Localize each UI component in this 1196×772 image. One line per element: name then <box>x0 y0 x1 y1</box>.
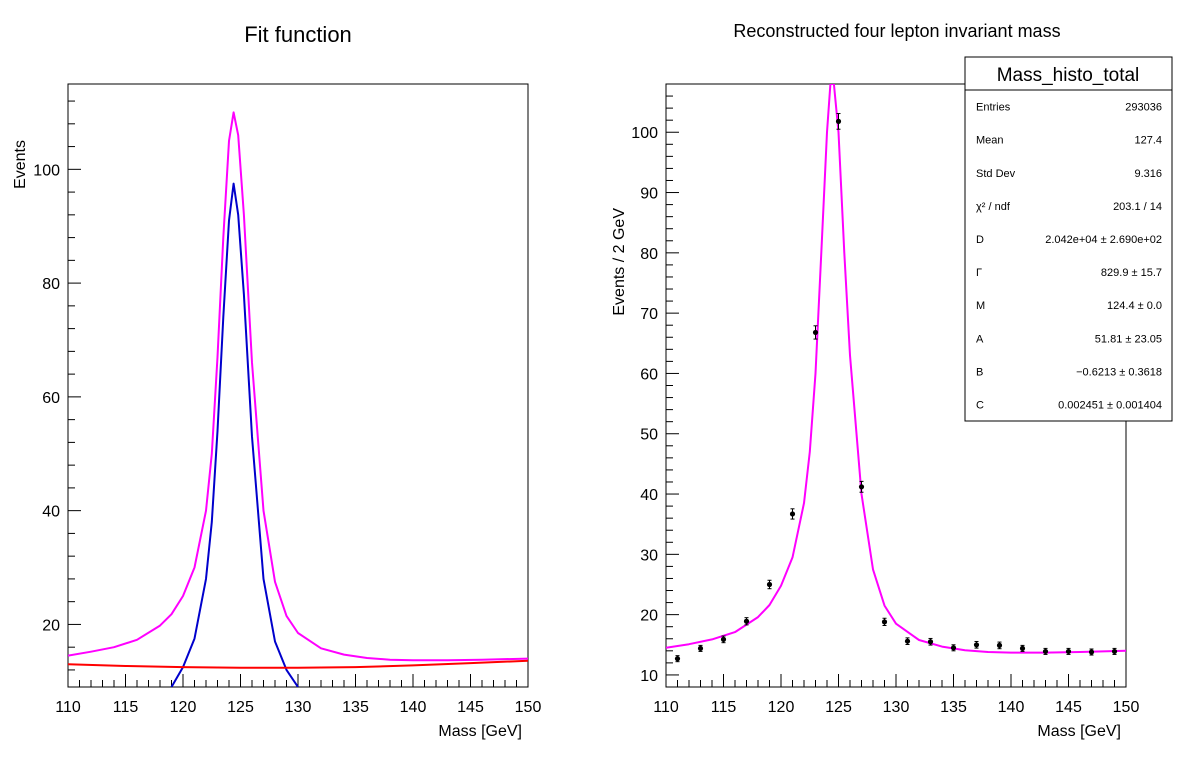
data-point <box>835 118 842 124</box>
stats-box: Mass_histo_total Entries 293036 Mean 127.4 S… <box>964 56 1173 422</box>
fit-curve <box>666 84 1126 654</box>
data-point <box>1111 648 1118 655</box>
data-point <box>766 581 773 588</box>
stats-row-label: Entries <box>976 102 1011 114</box>
plot-frame <box>67 83 529 688</box>
x-tick-label: 150 <box>515 699 542 716</box>
data-point <box>996 642 1003 648</box>
data-point <box>858 484 865 490</box>
x-axis-label: Mass [GeV] <box>1037 723 1121 740</box>
x-tick-label: 120 <box>170 699 197 716</box>
x-tick-label: 145 <box>457 699 484 716</box>
stats-row-label: B <box>976 366 983 378</box>
stats-row-value: 51.81 ± 23.05 <box>1095 333 1162 345</box>
x-tick-label: 135 <box>940 699 967 716</box>
stats-row-label: χ² / ndf <box>976 201 1011 213</box>
y-tick-label: 30 <box>640 547 658 564</box>
data-point <box>720 636 727 642</box>
x-tick-label: 130 <box>285 699 312 716</box>
data-point <box>1042 648 1049 655</box>
y-tick-label: 80 <box>640 246 658 263</box>
signal-curve <box>170 182 299 687</box>
chart-title: Fit function <box>244 22 352 47</box>
x-tick-label: 120 <box>768 699 795 716</box>
invariant-mass-panel: Reconstructed four lepton invariant mass… <box>611 21 1173 740</box>
y-tick-label: 60 <box>640 366 658 383</box>
stats-row-label: Std Dev <box>976 168 1016 180</box>
y-tick-label: 60 <box>42 390 60 407</box>
y-tick-label: 80 <box>42 276 60 293</box>
stats-row-value: 203.1 / 14 <box>1113 201 1162 213</box>
chart-title: Reconstructed four lepton invariant mass <box>733 21 1060 41</box>
y-tick-label: 50 <box>640 427 658 444</box>
x-tick-label: 130 <box>883 699 910 716</box>
data-point <box>789 511 796 517</box>
data-point <box>697 645 704 652</box>
x-tick-label: 140 <box>998 699 1025 716</box>
x-tick-label: 140 <box>400 699 427 716</box>
x-tick-label: 115 <box>711 699 737 716</box>
stats-row-value: 124.4 ± 0.0 <box>1107 300 1162 312</box>
y-tick-label: 10 <box>640 668 658 685</box>
data-point <box>881 619 888 625</box>
y-axis-label: Events / 2 GeV <box>611 208 628 316</box>
data-point <box>950 645 957 651</box>
fit-function-panel: Fit function 110 115 120 125 130 135 140 145 150… <box>12 22 541 740</box>
x-tick-label: 115 <box>113 699 139 716</box>
data-point <box>927 639 934 645</box>
stats-row-label: A <box>976 333 984 345</box>
stats-row-label: Γ <box>976 267 982 279</box>
data-point <box>674 656 681 662</box>
data-point <box>973 642 980 648</box>
y-tick-label: 40 <box>42 504 60 521</box>
y-tick-label: 70 <box>640 306 658 323</box>
y-tick-label: 100 <box>631 125 658 142</box>
x-tick-label: 150 <box>1113 699 1140 716</box>
x-tick-label: 145 <box>1055 699 1082 716</box>
y-tick-label: 90 <box>640 186 658 203</box>
x-tick-label: 125 <box>227 699 254 716</box>
stats-box-frame <box>964 56 1173 422</box>
background-curve <box>68 659 528 669</box>
data-point <box>904 638 911 644</box>
x-tick-label: 110 <box>55 699 81 716</box>
stats-box-title: Mass_histo_total <box>997 65 1140 86</box>
y-tick-label: 20 <box>640 608 658 625</box>
x-tick-label: 110 <box>653 699 679 716</box>
stats-row-value: 293036 <box>1125 102 1162 114</box>
stats-row-value: −0.6213 ± 0.3618 <box>1076 366 1162 378</box>
data-point <box>1088 649 1095 655</box>
data-point <box>812 329 819 336</box>
y-axis-label: Events <box>12 140 29 189</box>
stats-row-label: D <box>976 234 984 246</box>
stats-row-value: 9.316 <box>1134 168 1162 180</box>
stats-row-label: M <box>976 300 985 312</box>
x-tick-label: 125 <box>825 699 852 716</box>
data-point <box>743 618 750 624</box>
x-tick-label: 135 <box>342 699 369 716</box>
total-fit-curve <box>68 111 528 662</box>
data-point <box>1019 645 1026 652</box>
stats-row-value: 829.9 ± 15.7 <box>1101 267 1162 279</box>
stats-row-value: 0.002451 ± 0.001404 <box>1058 399 1162 411</box>
stats-row-value: 2.042e+04 ± 2.690e+02 <box>1045 234 1162 246</box>
y-tick-label: 20 <box>42 617 60 634</box>
stats-row-label: C <box>976 399 984 411</box>
data-point <box>1065 648 1072 655</box>
stats-row-label: Mean <box>976 135 1004 147</box>
x-axis-label: Mass [GeV] <box>438 723 522 740</box>
y-tick-label: 100 <box>33 162 60 179</box>
stats-row-value: 127.4 <box>1134 135 1162 147</box>
y-tick-label: 40 <box>640 487 658 504</box>
